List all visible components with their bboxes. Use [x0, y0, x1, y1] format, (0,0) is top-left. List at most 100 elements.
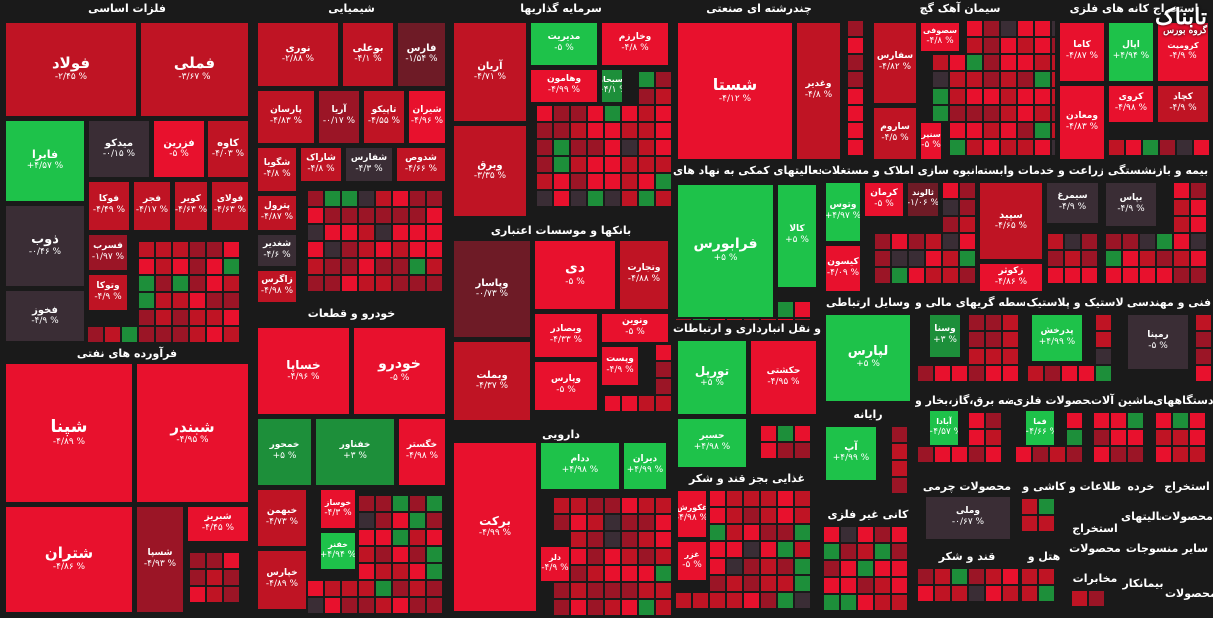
- stock-tile-small[interactable]: [536, 122, 553, 139]
- stock-tile[interactable]: زکوثر -۴/۸۶ %: [979, 263, 1043, 292]
- stock-tile-small[interactable]: [985, 568, 1002, 585]
- stock-tile-small[interactable]: [553, 514, 570, 531]
- stock-tile-small[interactable]: [908, 250, 925, 267]
- stock-tile-small[interactable]: [983, 122, 1000, 139]
- stock-tile-small[interactable]: [358, 563, 375, 580]
- stock-tile-small[interactable]: [1017, 71, 1034, 88]
- stock-tile-small[interactable]: [925, 233, 942, 250]
- stock-tile-small[interactable]: [570, 190, 587, 207]
- stock-tile-small[interactable]: [621, 565, 638, 582]
- stock-tile-small[interactable]: [375, 241, 392, 258]
- stock-tile-small[interactable]: [1195, 331, 1212, 348]
- stock-tile-small[interactable]: [891, 250, 908, 267]
- stock-tile[interactable]: کاما -۴/۸۷ %: [1059, 22, 1105, 82]
- stock-tile-small[interactable]: [968, 365, 985, 382]
- stock-tile-small[interactable]: [874, 233, 891, 250]
- stock-tile[interactable]: خودرو -۵ %: [353, 327, 446, 415]
- stock-tile[interactable]: وملی -۰/۶۷ %: [925, 496, 1011, 540]
- stock-tile-small[interactable]: [375, 495, 392, 512]
- stock-tile-small[interactable]: [155, 292, 172, 309]
- stock-tile-small[interactable]: [223, 258, 240, 275]
- stock-tile-small[interactable]: [392, 495, 409, 512]
- stock-tile-small[interactable]: [223, 241, 240, 258]
- stock-tile-small[interactable]: [604, 122, 621, 139]
- stock-tile[interactable]: خفنر +۴/۹۴ %: [320, 532, 356, 570]
- stock-tile-small[interactable]: [638, 122, 655, 139]
- stock-tile-small[interactable]: [1081, 233, 1098, 250]
- stock-tile-small[interactable]: [553, 156, 570, 173]
- stock-tile[interactable]: خپارس -۴/۸۹ %: [257, 550, 307, 610]
- stock-tile-small[interactable]: [1049, 446, 1066, 463]
- stock-tile-small[interactable]: [891, 477, 908, 494]
- stock-tile-small[interactable]: [392, 512, 409, 529]
- stock-tile-small[interactable]: [587, 548, 604, 565]
- stock-tile-small[interactable]: [951, 568, 968, 585]
- stock-tile-small[interactable]: [587, 599, 604, 616]
- stock-tile-small[interactable]: [206, 309, 223, 326]
- stock-tile-small[interactable]: [324, 258, 341, 275]
- stock-tile-small[interactable]: [1047, 267, 1064, 284]
- stock-tile-small[interactable]: [172, 309, 189, 326]
- stock-tile-small[interactable]: [307, 241, 324, 258]
- stock-tile-small[interactable]: [1110, 412, 1127, 429]
- stock-tile[interactable]: حسیر +۴/۹۸ %: [677, 418, 747, 468]
- stock-tile-small[interactable]: [891, 443, 908, 460]
- stock-tile-small[interactable]: [1066, 412, 1083, 429]
- stock-tile-small[interactable]: [307, 224, 324, 241]
- stock-tile-small[interactable]: [1093, 412, 1110, 429]
- stock-tile-small[interactable]: [1034, 88, 1051, 105]
- stock-tile-small[interactable]: [840, 526, 857, 543]
- stock-tile-small[interactable]: [392, 597, 409, 614]
- stock-tile-small[interactable]: [392, 275, 409, 292]
- stock-tile-small[interactable]: [587, 173, 604, 190]
- stock-tile-small[interactable]: [1189, 429, 1206, 446]
- stock-tile-small[interactable]: [341, 190, 358, 207]
- stock-tile-small[interactable]: [1034, 54, 1051, 71]
- stock-tile-small[interactable]: [638, 190, 655, 207]
- stock-tile-small[interactable]: [1173, 182, 1190, 199]
- stock-tile-small[interactable]: [621, 105, 638, 122]
- stock-tile[interactable]: سپید -۴/۶۵ %: [979, 182, 1043, 260]
- stock-tile-small[interactable]: [959, 250, 976, 267]
- stock-tile-small[interactable]: [709, 592, 726, 609]
- stock-tile-small[interactable]: [621, 139, 638, 156]
- stock-tile-small[interactable]: [794, 592, 811, 609]
- stock-tile-small[interactable]: [743, 524, 760, 541]
- stock-tile-small[interactable]: [638, 531, 655, 548]
- stock-tile-small[interactable]: [553, 139, 570, 156]
- stock-tile-small[interactable]: [638, 156, 655, 173]
- stock-tile-small[interactable]: [857, 543, 874, 560]
- stock-tile-small[interactable]: [587, 565, 604, 582]
- stock-tile-small[interactable]: [621, 514, 638, 531]
- stock-tile-small[interactable]: [409, 190, 426, 207]
- stock-tile[interactable]: کچاد -۴/۹ %: [1157, 85, 1209, 123]
- stock-tile-small[interactable]: [1189, 412, 1206, 429]
- stock-tile-small[interactable]: [223, 326, 240, 343]
- stock-tile-small[interactable]: [375, 529, 392, 546]
- stock-tile-small[interactable]: [1139, 233, 1156, 250]
- stock-tile[interactable]: تورپل +۵ %: [677, 340, 747, 415]
- stock-tile-small[interactable]: [1032, 446, 1049, 463]
- stock-tile-small[interactable]: [570, 565, 587, 582]
- stock-tile[interactable]: کرمان -۵ %: [864, 182, 904, 217]
- stock-tile-small[interactable]: [1021, 568, 1038, 585]
- stock-tile-small[interactable]: [1127, 429, 1144, 446]
- stock-tile-small[interactable]: [341, 580, 358, 597]
- stock-tile-small[interactable]: [1139, 250, 1156, 267]
- stock-tile-small[interactable]: [891, 560, 908, 577]
- stock-tile-small[interactable]: [206, 569, 223, 586]
- stock-tile-small[interactable]: [942, 267, 959, 284]
- stock-tile-small[interactable]: [949, 71, 966, 88]
- stock-tile-small[interactable]: [968, 585, 985, 602]
- stock-tile-small[interactable]: [777, 575, 794, 592]
- stock-tile-small[interactable]: [949, 139, 966, 156]
- stock-tile-small[interactable]: [553, 582, 570, 599]
- stock-tile-small[interactable]: [1017, 88, 1034, 105]
- stock-tile-small[interactable]: [1195, 314, 1212, 331]
- stock-tile-small[interactable]: [1095, 348, 1112, 365]
- stock-tile-small[interactable]: [1093, 429, 1110, 446]
- stock-tile-small[interactable]: [1142, 139, 1159, 156]
- stock-tile-small[interactable]: [942, 233, 959, 250]
- stock-tile-small[interactable]: [1000, 54, 1017, 71]
- stock-tile-small[interactable]: [1105, 267, 1122, 284]
